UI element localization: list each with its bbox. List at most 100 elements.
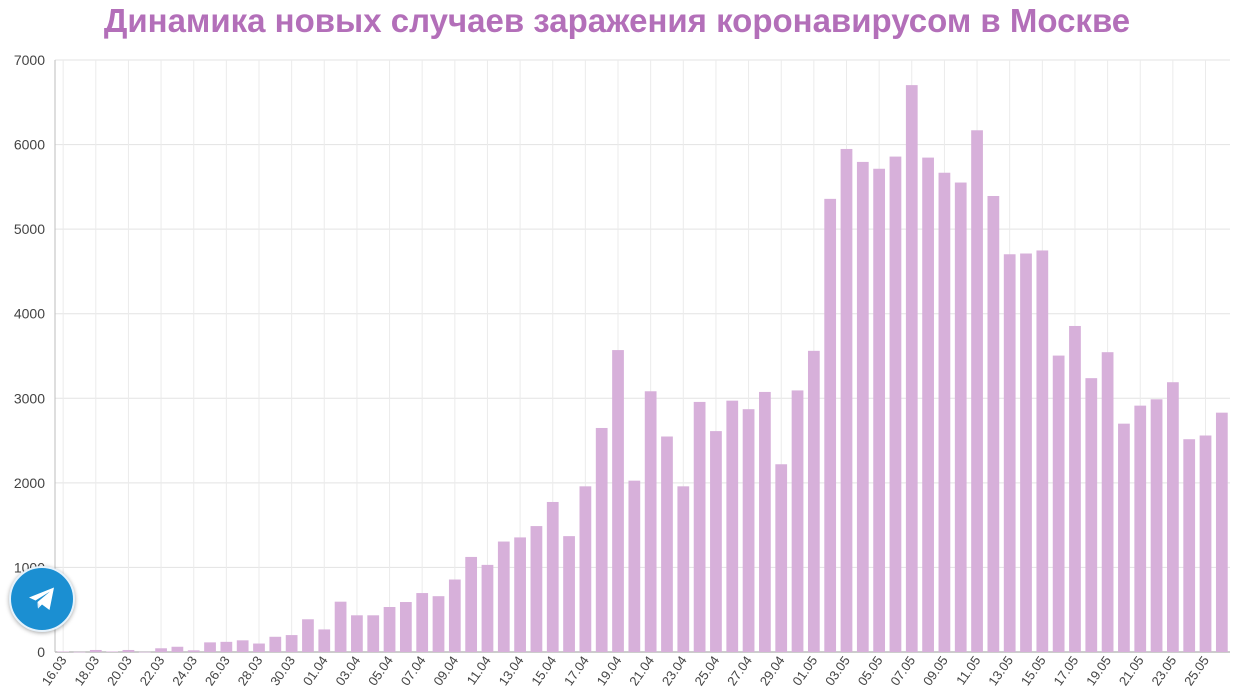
bar <box>122 649 135 652</box>
x-tick-label: 21.04 <box>626 653 657 688</box>
bar <box>73 651 86 653</box>
bar <box>351 615 363 652</box>
y-tick-label: 6000 <box>14 137 45 153</box>
bar <box>987 195 1000 653</box>
bar <box>285 635 298 652</box>
x-tick-label: 11.04 <box>464 653 494 687</box>
telegram-button[interactable] <box>9 566 75 632</box>
y-tick-label: 5000 <box>14 221 45 237</box>
bar <box>971 130 983 652</box>
x-tick-label: 25.05 <box>1181 653 1212 688</box>
bar <box>1003 254 1016 653</box>
bar <box>1167 382 1179 652</box>
bar <box>693 401 706 652</box>
bar <box>1215 412 1228 652</box>
bar <box>318 629 331 652</box>
x-tick-label: 26.03 <box>202 653 233 688</box>
bar <box>530 526 543 652</box>
bar <box>677 486 690 652</box>
x-tick-label: 05.04 <box>365 653 396 688</box>
bar <box>661 436 673 652</box>
bar <box>497 541 510 652</box>
x-tick-label: 18.03 <box>71 653 102 688</box>
x-tick-label: 17.05 <box>1050 653 1081 688</box>
x-tick-label: 23.05 <box>1148 653 1179 688</box>
bar <box>481 564 494 652</box>
bar <box>1069 325 1081 652</box>
bar <box>563 536 575 652</box>
bar <box>253 643 265 652</box>
bar <box>383 607 396 652</box>
x-tick-label: 11.05 <box>953 653 983 687</box>
x-tick-label: 22.03 <box>137 653 168 688</box>
x-tick-label: 23.04 <box>659 653 690 688</box>
x-tick-label: 17.04 <box>561 653 592 688</box>
bar <box>220 641 233 652</box>
bar <box>138 651 151 653</box>
bar <box>807 350 820 652</box>
x-tick-label: 07.04 <box>398 653 429 688</box>
x-tick-label: 13.04 <box>496 653 527 688</box>
bar <box>367 615 380 652</box>
bar <box>106 651 118 652</box>
x-tick-label: 28.03 <box>234 653 265 688</box>
x-tick-label: 20.03 <box>104 653 135 688</box>
bar <box>514 537 526 652</box>
x-tick-label: 05.05 <box>855 653 886 688</box>
bar <box>334 601 347 652</box>
bar <box>1020 253 1032 652</box>
x-tick-label: 25.04 <box>691 653 722 688</box>
bar <box>922 157 934 652</box>
y-tick-label: 2000 <box>14 475 45 491</box>
x-tick-label: 27.04 <box>724 653 755 688</box>
bar <box>155 648 167 652</box>
bar <box>889 156 902 652</box>
bar <box>775 464 788 652</box>
bar <box>204 642 216 652</box>
x-tick-label: 01.04 <box>300 653 331 688</box>
bars <box>57 85 1228 653</box>
bar <box>840 148 853 652</box>
x-tick-label: 15.04 <box>528 653 559 688</box>
x-tick-label: 24.03 <box>169 653 200 688</box>
x-tick-label: 03.04 <box>332 653 363 688</box>
x-tick-label: 19.05 <box>1083 653 1114 688</box>
x-axis: 16.03 18.03 20.03 22.03 24.03 26.03 28.03 30.03… <box>39 653 1212 688</box>
x-tick-label: 09.05 <box>920 653 951 688</box>
bar <box>710 431 722 652</box>
chart-title: Динамика новых случаев заражения коронав… <box>103 2 1131 39</box>
bar <box>742 409 755 652</box>
bar <box>791 390 804 652</box>
bar <box>824 198 837 653</box>
bar <box>546 501 559 652</box>
bar <box>1036 250 1049 652</box>
y-tick-label: 0 <box>37 644 45 660</box>
bar <box>905 85 918 652</box>
bar <box>1118 423 1130 652</box>
y-tick-label: 7000 <box>14 52 45 68</box>
x-tick-label: 09.04 <box>430 653 461 688</box>
bar <box>595 427 608 652</box>
telegram-icon <box>29 587 54 610</box>
bar <box>171 646 184 652</box>
bar <box>726 400 739 652</box>
bar <box>938 172 951 653</box>
bar <box>954 182 967 652</box>
bar <box>628 480 641 652</box>
bar <box>269 636 282 652</box>
x-tick-label: 29.04 <box>757 653 788 688</box>
y-tick-label: 3000 <box>14 390 45 406</box>
bar <box>89 649 102 652</box>
bar <box>612 350 624 652</box>
bar <box>448 579 461 652</box>
bar <box>644 391 657 652</box>
bar <box>432 596 445 652</box>
bar <box>1134 405 1147 652</box>
x-tick-label: 13.05 <box>985 653 1016 688</box>
bar <box>579 486 592 652</box>
x-tick-label: 03.05 <box>822 653 853 688</box>
bar <box>1052 355 1065 652</box>
bar <box>759 391 771 652</box>
x-tick-label: 07.05 <box>887 653 918 688</box>
